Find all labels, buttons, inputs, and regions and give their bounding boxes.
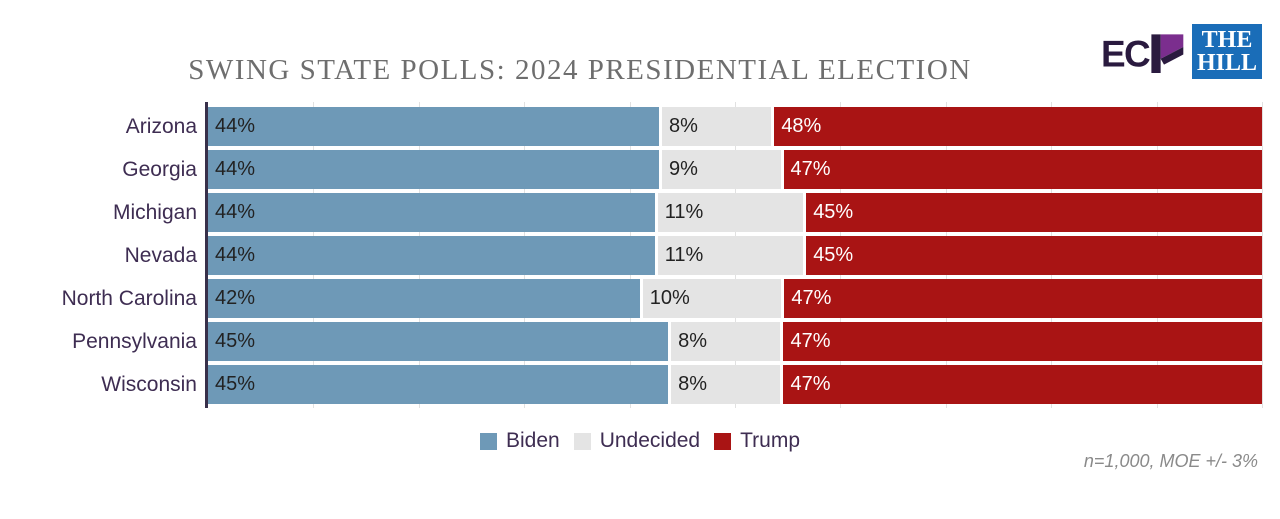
biden-value-label: 44% xyxy=(215,244,256,266)
page-title: SWING STATE POLLS: 2024 PRESIDENTIAL ELE… xyxy=(188,54,972,86)
trump-value-label: 47% xyxy=(790,330,831,352)
legend-swatch-undecided xyxy=(573,432,591,450)
legend-item-trump: Trump xyxy=(714,429,800,453)
the-hill-logo: THE HILL xyxy=(1192,24,1262,79)
trump-bar-segment: 47% xyxy=(781,279,1262,318)
undecided-value-label: 8% xyxy=(668,115,698,137)
trump-bar-segment: 45% xyxy=(803,193,1262,232)
trump-bar-segment: 45% xyxy=(803,236,1262,275)
undecided-bar-segment: 8% xyxy=(658,107,772,146)
chart-row-arizona: 44% 8% 48% xyxy=(208,107,1262,146)
trump-value-label: 45% xyxy=(813,244,854,266)
state-label-north-carolina: North Carolina xyxy=(61,287,197,310)
state-label-nevada: Nevada xyxy=(124,244,197,267)
undecided-value-label: 10% xyxy=(649,287,690,309)
biden-bar-segment: 45% xyxy=(208,365,669,404)
chart-row-pennsylvania: 45% 8% 47% xyxy=(208,322,1262,361)
trump-value-label: 47% xyxy=(790,373,831,395)
logo-group: EC THE HILL xyxy=(1101,24,1262,80)
legend-label-trump: Trump xyxy=(740,429,801,452)
undecided-value-label: 9% xyxy=(668,158,698,180)
trump-value-label: 45% xyxy=(813,201,854,223)
undecided-value-label: 11% xyxy=(664,244,704,266)
trump-value-label: 47% xyxy=(790,158,831,180)
trump-bar-segment: 47% xyxy=(780,365,1262,404)
gridline-100 xyxy=(1262,102,1263,408)
chart-row-north-carolina: 42% 10% 47% xyxy=(208,279,1262,318)
legend-label-undecided: Undecided xyxy=(599,429,701,452)
state-label-arizona: Arizona xyxy=(125,115,197,138)
trump-bar-segment: 47% xyxy=(780,150,1262,189)
biden-bar-segment: 44% xyxy=(208,107,659,146)
undecided-bar-segment: 11% xyxy=(654,236,804,275)
undecided-bar-segment: 11% xyxy=(654,193,804,232)
biden-value-label: 45% xyxy=(215,330,256,352)
state-label-pennsylvania: Pennsylvania xyxy=(72,330,197,353)
undecided-value-label: 11% xyxy=(664,201,704,223)
state-label-georgia: Georgia xyxy=(122,158,197,181)
undecided-bar-segment: 9% xyxy=(658,150,781,189)
legend-item-undecided: Undecided xyxy=(573,429,701,453)
biden-value-label: 45% xyxy=(215,373,256,395)
legend: Biden Undecided Trump xyxy=(0,429,1280,453)
trump-value-label: 47% xyxy=(791,287,832,309)
undecided-value-label: 8% xyxy=(678,330,708,352)
state-label-wisconsin: Wisconsin xyxy=(101,373,197,396)
biden-value-label: 44% xyxy=(215,115,256,137)
trump-value-label: 48% xyxy=(781,115,822,137)
biden-value-label: 42% xyxy=(215,287,256,309)
biden-bar-segment: 44% xyxy=(208,150,659,189)
biden-bar-segment: 44% xyxy=(208,236,655,275)
trump-bar-segment: 47% xyxy=(780,322,1262,361)
biden-value-label: 44% xyxy=(215,158,256,180)
undecided-bar-segment: 8% xyxy=(668,322,781,361)
ecp-p-icon xyxy=(1151,34,1184,73)
ecp-logo: EC xyxy=(1101,33,1184,74)
biden-bar-segment: 44% xyxy=(208,193,655,232)
plot-area: 44% 8% 48% 44% 9% 47% 44% 11% 45% 44% 11% 45% 42% 10%… xyxy=(205,102,1263,408)
trump-bar-segment: 48% xyxy=(771,107,1262,146)
stacked-bar-chart: Arizona Georgia Michigan Nevada North Caroli… xyxy=(0,102,1263,408)
undecided-value-label: 8% xyxy=(678,373,708,395)
legend-swatch-trump xyxy=(714,432,732,450)
the-hill-logo-line1: THE xyxy=(1201,27,1253,54)
chart-row-georgia: 44% 9% 47% xyxy=(208,150,1262,189)
undecided-bar-segment: 10% xyxy=(639,279,782,318)
biden-value-label: 44% xyxy=(215,201,256,223)
chart-row-nevada: 44% 11% 45% xyxy=(208,236,1262,275)
sample-size-footnote: n=1,000, MOE +/- 3% xyxy=(1083,451,1258,471)
the-hill-logo-line2: HILL xyxy=(1196,49,1258,76)
ecp-logo-text: EC xyxy=(1101,33,1150,74)
legend-label-biden: Biden xyxy=(505,429,560,452)
legend-item-biden: Biden xyxy=(479,429,560,453)
chart-row-wisconsin: 45% 8% 47% xyxy=(208,365,1262,404)
state-label-michigan: Michigan xyxy=(112,201,197,224)
biden-bar-segment: 42% xyxy=(208,279,640,318)
undecided-bar-segment: 8% xyxy=(668,365,781,404)
chart-row-michigan: 44% 11% 45% xyxy=(208,193,1262,232)
legend-swatch-biden xyxy=(479,432,497,450)
biden-bar-segment: 45% xyxy=(208,322,669,361)
state-labels-column: Arizona Georgia Michigan Nevada North Caroli… xyxy=(0,102,205,408)
